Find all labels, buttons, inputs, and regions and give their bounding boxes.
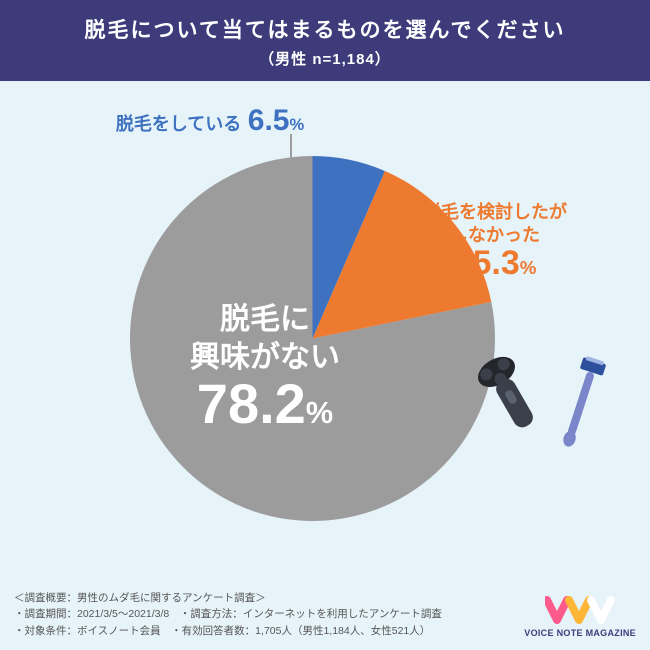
leader-line xyxy=(290,134,292,169)
slice-label-doing: 脱毛をしている 6.5% xyxy=(80,106,340,136)
page-title: 脱毛について当てはまるものを選んでください xyxy=(8,14,642,44)
slice-name: 脱毛に興味がない xyxy=(140,301,390,376)
slice-name: 脱毛を検討したがしなかった xyxy=(380,201,610,246)
slice-value: 6.5% xyxy=(248,104,304,137)
slice-label-considered: 脱毛を検討したがしなかった 15.3% xyxy=(380,201,610,280)
shaver-illustration xyxy=(475,349,615,459)
sample-size: （男性 n=1,184） xyxy=(8,48,642,69)
brand-logo: VOICE NOTE MAGAZINE xyxy=(524,596,636,640)
slice-value: 15.3% xyxy=(380,246,610,280)
slice-value: 78.2% xyxy=(140,376,390,432)
slice-name: 脱毛をしている xyxy=(116,114,241,134)
chart-area: 脱毛をしている 6.5% 脱毛を検討したがしなかった 15.3% 脱毛に興味がな… xyxy=(0,81,650,551)
survey-footer: ＜調査概要：男性のムダ毛に関するアンケート調査＞ ・調査期間：2021/3/5〜… xyxy=(0,582,650,650)
slice-label-no-interest: 脱毛に興味がない 78.2% xyxy=(140,301,390,432)
header: 脱毛について当てはまるものを選んでください （男性 n=1,184） xyxy=(0,0,650,81)
logo-text: VOICE NOTE MAGAZINE xyxy=(524,626,636,640)
